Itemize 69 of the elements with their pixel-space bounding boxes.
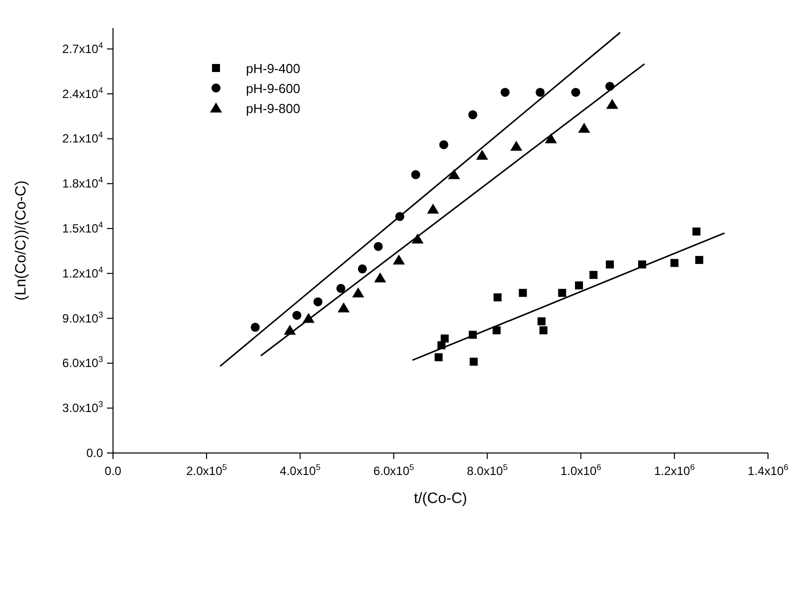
point [250, 322, 260, 332]
point [302, 312, 315, 323]
point [606, 98, 618, 109]
x-axis-title: t/(Co-C) [414, 490, 468, 507]
x-tick-label: 1.0x10$^{6}$ [560, 462, 602, 478]
point [313, 297, 322, 306]
point [492, 326, 501, 334]
y-axis-title: (Ln(Co/C))/(Co-C) [12, 180, 30, 300]
y-tick-label: 1.2x10$^{4}$ [62, 264, 104, 280]
y-tick-label: 6.0x10$^{3}$ [62, 354, 104, 370]
y-tick-label: 3.0x10$^{3}$ [62, 399, 104, 416]
point [510, 140, 522, 151]
x-tick-label: 8.0x10$^{5}$ [466, 462, 508, 478]
legend-label: pH-9-400 [246, 60, 300, 76]
point [589, 270, 598, 279]
point [558, 288, 566, 297]
point [336, 284, 346, 293]
y-tick-label: 1.8x10$^{4}$ [62, 174, 104, 191]
point [440, 334, 449, 343]
point [605, 82, 614, 91]
y-tick-label: 2.7x10$^{4}$ [62, 40, 104, 56]
x-tick-label: 1.2x10$^{6}$ [654, 462, 696, 478]
point [427, 204, 440, 214]
y-tick-label: 0.0 [86, 446, 104, 460]
point [670, 258, 678, 267]
point [470, 358, 478, 366]
x-tick-label: 0.0 [104, 464, 122, 478]
point [468, 330, 477, 339]
legend-label: pH-9-800 [246, 100, 300, 116]
y-tick-label: 2.1x10$^{4}$ [62, 130, 104, 146]
point [292, 310, 302, 320]
x-tick-label: 1.4x10$^{6}$ [748, 462, 789, 478]
point [374, 272, 386, 282]
point [544, 133, 557, 144]
point [578, 122, 590, 133]
point [338, 302, 350, 312]
point [494, 293, 502, 302]
point [411, 170, 420, 180]
point [358, 264, 367, 274]
point [539, 326, 548, 334]
point [500, 88, 510, 97]
point [437, 341, 446, 350]
point [434, 353, 443, 362]
point [448, 169, 460, 180]
x-tick-label: 2.0x10$^{5}$ [186, 462, 228, 478]
point [638, 260, 646, 268]
y-tick-label: 1.5x10$^{4}$ [62, 220, 104, 236]
x-tick-label: 4.0x10$^{5}$ [280, 462, 321, 478]
point [392, 254, 405, 264]
y-tick-label: 9.0x10$^{3}$ [62, 309, 104, 326]
point [412, 234, 424, 244]
point [374, 242, 383, 251]
point [468, 110, 478, 120]
point [571, 88, 580, 97]
point [574, 281, 583, 290]
point [439, 140, 448, 150]
point [518, 288, 527, 297]
point [538, 317, 546, 326]
point [692, 228, 700, 236]
point [695, 256, 704, 264]
x-tick-label: 6.0x10$^{5}$ [373, 462, 414, 478]
point [606, 260, 614, 268]
legend-label: pH-9-600 [246, 80, 300, 96]
point [284, 324, 296, 335]
point [536, 88, 545, 97]
y-tick-label: 2.4x10$^{4}$ [62, 84, 104, 101]
point [476, 150, 488, 160]
point [395, 212, 404, 222]
point [352, 287, 364, 298]
